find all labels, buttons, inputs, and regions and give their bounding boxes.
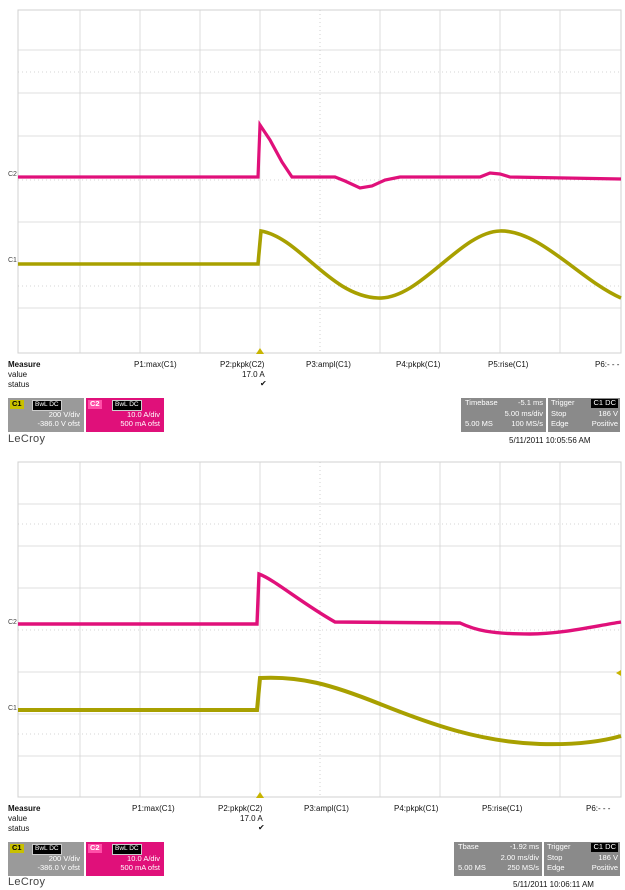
c1-coupling: BwL DC xyxy=(32,400,62,411)
channel-c2-box[interactable]: C2 BwL DC 10.0 A/div 500 mA ofst xyxy=(86,842,164,876)
timebase-delay: -5.1 ms xyxy=(517,398,543,407)
timebase-samples: 5.00 MS xyxy=(458,863,486,872)
param-p1[interactable]: P1:max(C1) xyxy=(134,360,177,369)
param-p1[interactable]: P1:max(C1) xyxy=(132,804,175,813)
c2-trace xyxy=(18,571,622,636)
p2-value: 17.0 A xyxy=(242,370,265,379)
trigger-level: 186 V xyxy=(598,853,618,862)
param-p3[interactable]: P3:ampl(C1) xyxy=(306,360,351,369)
timebase-box[interactable]: Timebase -5.1 ms 5.00 ms/div 5.00 MS 100… xyxy=(461,398,546,432)
trigger-channel: C1 DC xyxy=(591,398,618,408)
c1-marker: C1 xyxy=(8,257,17,264)
param-p4[interactable]: P4:pkpk(C1) xyxy=(396,360,441,369)
measure-table-2: Measure value status P1:max(C1) P2:pkpk(… xyxy=(8,804,618,844)
waveform-grid-2: C2 C1 xyxy=(8,461,622,798)
c2-coupling: BwL DC xyxy=(112,844,142,855)
trigger-marker xyxy=(256,792,264,798)
c1-vdiv: 200 V/div xyxy=(48,854,80,863)
timebase-label: Tbase xyxy=(458,842,479,851)
c1-trace xyxy=(18,228,622,300)
lecroy-logo: LeCroy xyxy=(8,876,46,888)
p2-status-check-icon: ✔ xyxy=(258,823,265,832)
value-label: value xyxy=(8,814,28,823)
c2-vdiv: 10.0 A/div xyxy=(127,410,160,419)
c2-trace xyxy=(18,120,622,190)
lecroy-logo: LeCroy xyxy=(8,433,46,445)
status-label: status xyxy=(8,380,30,389)
trigger-slope: Positive xyxy=(591,419,618,428)
timebase-rate: 100 MS/s xyxy=(511,419,543,428)
param-p4[interactable]: P4:pkpk(C1) xyxy=(394,804,439,813)
c2-marker: C2 xyxy=(8,171,17,178)
scope-screen-1: C2 C1 Measure value status P1:max(C1) P2… xyxy=(8,9,622,445)
channel-c1-box[interactable]: C1 BwL DC 200 V/div -386.0 V ofst xyxy=(8,842,84,876)
timebase-label: Timebase xyxy=(465,398,498,407)
c1-offset: -386.0 V ofst xyxy=(37,863,80,872)
trigger-level: 186 V xyxy=(598,409,618,418)
timestamp: 5/11/2011 10:06:11 AM xyxy=(513,880,594,889)
channel-c1-box[interactable]: C1 BwL DC 200 V/div -386.0 V ofst xyxy=(8,398,84,432)
trigger-mode: Stop xyxy=(551,409,567,418)
c2-marker: C2 xyxy=(8,619,17,626)
param-p2[interactable]: P2:pkpk(C2) xyxy=(218,804,263,813)
c1-tag: C1 xyxy=(10,843,24,853)
timebase-tdiv: 5.00 ms/div xyxy=(504,409,543,418)
c2-coupling: BwL DC xyxy=(112,400,142,411)
param-p2[interactable]: P2:pkpk(C2) xyxy=(220,360,265,369)
channel-c2-box[interactable]: C2 BwL DC 10.0 A/div 500 mA ofst xyxy=(86,398,164,432)
trigger-label: Trigger xyxy=(551,398,575,407)
c2-tag: C2 xyxy=(88,843,102,853)
p2-value: 17.0 A xyxy=(240,814,263,823)
c1-vdiv: 200 V/div xyxy=(48,410,80,419)
timebase-samples: 5.00 MS xyxy=(465,419,493,428)
trigger-channel: C1 DC xyxy=(591,842,618,852)
status-label: status xyxy=(8,824,30,833)
c1-tag: C1 xyxy=(10,399,24,409)
measure-header: Measure xyxy=(8,360,41,369)
trigger-level-marker xyxy=(616,670,621,676)
param-p5[interactable]: P5:rise(C1) xyxy=(488,360,529,369)
timestamp: 5/11/2011 10:05:56 AM xyxy=(509,436,591,445)
value-label: value xyxy=(8,370,28,379)
c2-offset: 500 mA ofst xyxy=(120,419,160,428)
trigger-type: Edge xyxy=(551,419,569,428)
timebase-rate: 250 MS/s xyxy=(507,863,539,872)
timebase-box[interactable]: Tbase -1.92 ms 2.00 ms/div 5.00 MS 250 M… xyxy=(454,842,542,876)
param-p6[interactable]: P6:- - - xyxy=(586,804,611,813)
param-p5[interactable]: P5:rise(C1) xyxy=(482,804,523,813)
param-p3[interactable]: P3:ampl(C1) xyxy=(304,804,349,813)
trigger-type: Edge xyxy=(547,863,565,872)
p2-status-check-icon: ✔ xyxy=(260,379,267,388)
c1-offset: -386.0 V ofst xyxy=(37,419,80,428)
param-p6[interactable]: P6:- - - xyxy=(595,360,620,369)
trigger-mode: Stop xyxy=(547,853,563,862)
timebase-delay: -1.92 ms xyxy=(509,842,539,851)
trigger-marker xyxy=(256,348,264,354)
c2-tag: C2 xyxy=(88,399,102,409)
trigger-label: Trigger xyxy=(547,842,571,851)
timebase-tdiv: 2.00 ms/div xyxy=(500,853,539,862)
c1-marker: C1 xyxy=(8,705,17,712)
c1-coupling: BwL DC xyxy=(32,844,62,855)
scope-screen-2: C2 C1 Measure value status P1:max(C1) P2… xyxy=(0,452,625,890)
c2-offset: 500 mA ofst xyxy=(120,863,160,872)
trigger-slope: Positive xyxy=(591,863,618,872)
trigger-box[interactable]: Trigger C1 DC Stop 186 V Edge Positive xyxy=(544,842,620,876)
c2-vdiv: 10.0 A/div xyxy=(127,854,160,863)
waveform-grid-1: C2 C1 xyxy=(8,9,622,354)
measure-table-1: Measure value status P1:max(C1) P2:pkpk(… xyxy=(8,360,620,400)
measure-header: Measure xyxy=(8,804,41,813)
trigger-box[interactable]: Trigger C1 DC Stop 186 V Edge Positive xyxy=(548,398,620,432)
c1-trace xyxy=(18,675,622,747)
